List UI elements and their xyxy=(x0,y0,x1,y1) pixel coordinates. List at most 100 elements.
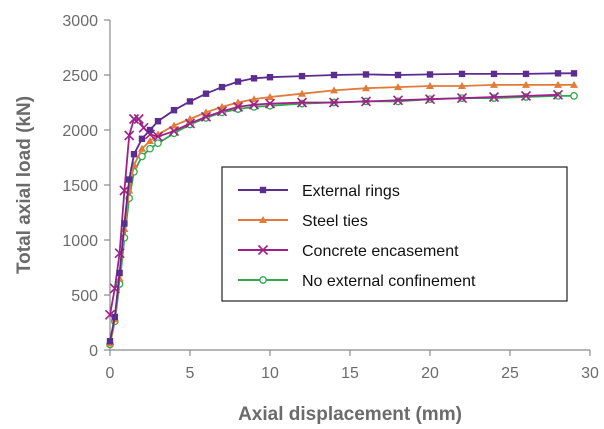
data-point xyxy=(170,107,178,114)
data-point xyxy=(264,98,276,109)
data-point xyxy=(232,101,244,112)
data-point xyxy=(424,94,436,105)
data-point xyxy=(234,98,242,106)
data-point xyxy=(488,91,500,103)
data-point xyxy=(456,93,468,104)
legend: External rings Steel ties Concrete encasem… xyxy=(221,166,568,302)
y-tick-label: 0 xyxy=(89,343,98,360)
legend-item: External rings xyxy=(238,183,400,200)
series-2 xyxy=(104,89,564,320)
data-point xyxy=(121,220,128,227)
data-point xyxy=(130,151,138,158)
data-point xyxy=(126,176,133,183)
data-point xyxy=(266,93,274,100)
data-point xyxy=(570,80,578,88)
y-tick-label: 2000 xyxy=(62,123,98,140)
data-point xyxy=(152,131,164,142)
data-point xyxy=(202,90,210,97)
data-point xyxy=(520,90,532,101)
data-point xyxy=(554,80,562,88)
series-0 xyxy=(106,70,578,345)
y-axis-title: Total axial load (kN) xyxy=(14,96,35,274)
data-point xyxy=(490,70,498,78)
data-point xyxy=(216,106,228,117)
x-axis-title: Axial displacement (mm) xyxy=(238,404,462,425)
data-point xyxy=(124,130,135,141)
data-point xyxy=(458,70,466,78)
data-point xyxy=(298,72,306,80)
legend-label: No external confinement xyxy=(302,273,476,290)
legend-label: Concrete encasement xyxy=(302,243,459,260)
data-point xyxy=(146,126,154,134)
data-point xyxy=(186,115,194,122)
data-point xyxy=(202,108,210,116)
series-line xyxy=(109,93,559,315)
legend-swatch-marker xyxy=(259,216,267,223)
legend-swatch-marker xyxy=(259,186,267,194)
data-point xyxy=(298,89,306,97)
data-point xyxy=(250,75,258,82)
x-tick-label: 5 xyxy=(186,365,195,382)
data-point xyxy=(170,121,178,129)
legend-label: External rings xyxy=(302,183,400,200)
legend-item: Steel ties xyxy=(238,213,368,230)
x-tick-label: 15 xyxy=(341,365,359,382)
x-tick-label: 20 xyxy=(421,365,439,382)
data-point xyxy=(394,71,402,79)
data-point xyxy=(458,82,466,89)
data-point xyxy=(154,139,162,148)
data-point xyxy=(362,84,370,92)
data-point xyxy=(296,97,308,108)
data-point xyxy=(184,118,196,129)
y-tick-label: 1500 xyxy=(62,178,98,195)
data-point xyxy=(330,86,338,94)
series-line xyxy=(109,84,574,344)
y-tick-label: 1000 xyxy=(62,233,98,250)
data-point xyxy=(106,338,114,345)
data-point xyxy=(146,144,154,153)
data-point xyxy=(394,83,402,91)
data-point xyxy=(328,97,340,108)
data-point xyxy=(218,102,226,110)
data-point xyxy=(330,71,338,79)
data-point xyxy=(116,269,123,277)
data-point xyxy=(426,71,434,78)
data-point xyxy=(146,137,154,144)
y-tick-label: 3000 xyxy=(62,13,98,30)
data-point xyxy=(234,78,242,85)
x-tick-label: 25 xyxy=(501,365,519,382)
data-point xyxy=(218,83,226,91)
legend-item: Concrete encasement xyxy=(238,243,459,260)
series-1 xyxy=(106,80,578,347)
data-point xyxy=(362,71,370,78)
data-point xyxy=(522,70,530,78)
series-line xyxy=(109,72,574,342)
data-point xyxy=(186,98,194,105)
data-point xyxy=(248,99,260,110)
legend-label: Steel ties xyxy=(302,213,368,230)
data-point xyxy=(154,118,162,125)
legend-swatch-marker xyxy=(257,244,269,256)
legend-item: No external confinement xyxy=(238,273,476,290)
legend-swatch-marker xyxy=(259,276,267,284)
data-point xyxy=(250,95,258,103)
data-point xyxy=(426,82,434,89)
x-tick-label: 10 xyxy=(261,365,279,382)
data-point xyxy=(138,144,146,152)
data-point xyxy=(266,74,274,81)
data-point xyxy=(490,80,498,88)
x-tick-label: 0 xyxy=(106,365,115,382)
data-point xyxy=(128,113,140,125)
data-point xyxy=(552,89,564,100)
data-point xyxy=(168,126,180,137)
series-layer xyxy=(104,70,578,349)
data-point xyxy=(570,92,578,100)
data-point xyxy=(133,113,144,125)
data-point xyxy=(200,111,212,122)
data-point xyxy=(138,135,146,142)
data-point xyxy=(392,95,404,106)
data-point xyxy=(554,70,562,77)
ticks: 0 500 1000 1500 2000 2500 3000 0 5 10 15 20 25 30 xyxy=(62,13,599,382)
x-tick-label: 30 xyxy=(581,365,599,382)
